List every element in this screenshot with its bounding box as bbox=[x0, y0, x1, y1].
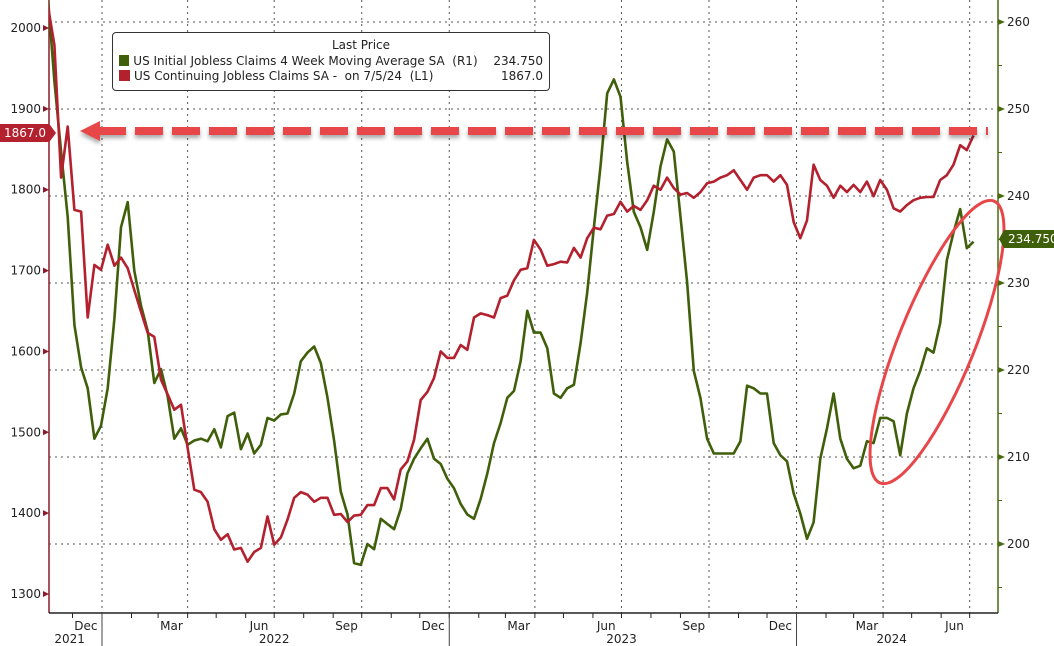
right-tick-label: 220 bbox=[1007, 363, 1030, 377]
right-tick-mark bbox=[998, 280, 1005, 286]
left-tick-mark bbox=[43, 267, 49, 274]
left-last-value-tag: 1867.0 bbox=[0, 124, 56, 142]
left-tick-label: 1300 bbox=[10, 587, 41, 601]
left-tick-label: 1700 bbox=[10, 264, 41, 278]
right-tick-label: 250 bbox=[1007, 102, 1030, 116]
month-label: Mar bbox=[856, 619, 879, 633]
left-tick-label: 1600 bbox=[10, 344, 41, 358]
right-tick-mark bbox=[998, 541, 1005, 547]
left-tick-label: 1500 bbox=[10, 425, 41, 439]
legend-label: US Continuing Jobless Claims SA - on 7/5… bbox=[134, 68, 434, 83]
month-label: Dec bbox=[74, 619, 97, 633]
left-tick-mark bbox=[43, 429, 49, 436]
left-tick-label: 2000 bbox=[10, 21, 41, 35]
right-tick-label: 230 bbox=[1007, 276, 1030, 290]
legend-title: Last Price bbox=[331, 38, 391, 52]
axes: 1300 1400 1500 1600 1700 1800 1900 2000 200 210 22… bbox=[10, 0, 1030, 646]
legend: Last Price US Initial Jobless Claims 4 W… bbox=[112, 32, 550, 91]
left-tick-mark bbox=[43, 348, 49, 355]
month-label: Jun bbox=[596, 619, 616, 633]
series-initial-claims-line bbox=[49, 0, 975, 567]
month-label: Jun bbox=[944, 619, 964, 633]
year-label: 2022 bbox=[259, 632, 290, 646]
legend-label: US Initial Jobless Claims 4 Week Moving … bbox=[133, 53, 478, 68]
legend-value: 1867.0 bbox=[501, 68, 543, 83]
arrow-head-icon bbox=[80, 121, 100, 141]
right-tick-mark bbox=[998, 367, 1005, 373]
year-label: 2024 bbox=[876, 632, 907, 646]
month-label: Sep bbox=[682, 619, 705, 633]
legend-entry-initial-claims: US Initial Jobless Claims 4 Week Moving … bbox=[113, 53, 549, 68]
right-tick-label: 200 bbox=[1007, 537, 1030, 551]
right-tick-mark bbox=[998, 454, 1005, 460]
year-label: 2021 bbox=[54, 632, 85, 646]
month-label: Mar bbox=[507, 619, 530, 633]
left-tick-mark bbox=[43, 25, 49, 31]
left-tick-label: 1400 bbox=[10, 506, 41, 520]
highlight-ellipse bbox=[868, 198, 1006, 486]
left-tick-label: 1800 bbox=[10, 183, 41, 197]
gridlines bbox=[49, 0, 998, 613]
month-label: Sep bbox=[335, 619, 358, 633]
legend-value: 234.750 bbox=[493, 53, 543, 68]
series-continuing-claims-line bbox=[49, 5, 975, 563]
left-tick-mark bbox=[43, 105, 49, 112]
legend-entry-continuing-claims: US Continuing Jobless Claims SA - on 7/5… bbox=[113, 68, 549, 83]
left-tick-mark bbox=[43, 591, 49, 598]
right-tick-mark bbox=[998, 106, 1005, 112]
right-last-value-tag: 234.750 bbox=[999, 230, 1054, 248]
data-points bbox=[54, 44, 974, 565]
annotation-arrow bbox=[80, 121, 988, 141]
left-tick-mark bbox=[43, 510, 49, 517]
left-tick-mark bbox=[43, 186, 49, 193]
month-label: Jun bbox=[249, 619, 269, 633]
month-label: Dec bbox=[769, 619, 792, 633]
right-tick-label: 210 bbox=[1007, 450, 1030, 464]
legend-swatch-green bbox=[119, 55, 130, 66]
left-tick-label: 1900 bbox=[10, 102, 41, 116]
month-label: Dec bbox=[421, 619, 444, 633]
month-label: Mar bbox=[160, 619, 183, 633]
right-tick-mark bbox=[998, 193, 1005, 199]
legend-swatch-red bbox=[119, 70, 130, 81]
right-tick-label: 240 bbox=[1007, 189, 1030, 203]
right-tick-mark bbox=[998, 19, 1005, 25]
year-label: 2023 bbox=[606, 632, 637, 646]
right-tick-label: 260 bbox=[1007, 15, 1030, 29]
